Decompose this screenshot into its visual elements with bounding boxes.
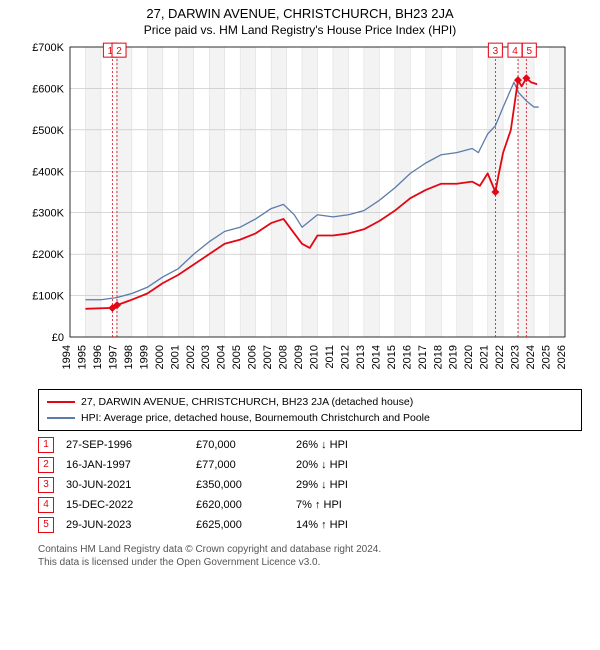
- svg-text:2001: 2001: [169, 345, 181, 369]
- svg-text:2008: 2008: [278, 345, 290, 369]
- svg-text:2015: 2015: [386, 345, 398, 369]
- svg-text:2: 2: [116, 46, 122, 57]
- chart-subtitle: Price paid vs. HM Land Registry's House …: [0, 23, 600, 37]
- legend-swatch-blue: [47, 417, 75, 419]
- svg-text:£500K: £500K: [32, 125, 64, 137]
- legend-item-red: 27, DARWIN AVENUE, CHRISTCHURCH, BH23 2J…: [47, 394, 573, 410]
- svg-text:2012: 2012: [339, 345, 351, 369]
- svg-text:3: 3: [493, 46, 499, 57]
- svg-text:2014: 2014: [370, 345, 382, 369]
- svg-text:£700K: £700K: [32, 42, 64, 54]
- row-marker: 5: [38, 517, 54, 533]
- svg-text:£200K: £200K: [32, 249, 64, 261]
- svg-text:£0: £0: [52, 332, 64, 344]
- legend-item-blue: HPI: Average price, detached house, Bour…: [47, 410, 573, 426]
- price-table: 1 27-SEP-1996£70,00026% ↓ HPI 2 16-JAN-1997…: [38, 435, 582, 535]
- row-marker: 1: [38, 437, 54, 453]
- svg-text:1999: 1999: [138, 345, 150, 369]
- table-row: 5 29-JUN-2023£625,00014% ↑ HPI: [38, 515, 582, 535]
- svg-text:2026: 2026: [556, 345, 568, 369]
- legend-label-blue: HPI: Average price, detached house, Bour…: [81, 410, 430, 426]
- svg-text:2005: 2005: [231, 345, 243, 369]
- svg-text:2003: 2003: [200, 345, 212, 369]
- table-row: 2 16-JAN-1997£77,00020% ↓ HPI: [38, 455, 582, 475]
- legend-label-red: 27, DARWIN AVENUE, CHRISTCHURCH, BH23 2J…: [81, 394, 413, 410]
- svg-text:2017: 2017: [417, 345, 429, 369]
- table-row: 3 30-JUN-2021£350,00029% ↓ HPI: [38, 475, 582, 495]
- row-price: £77,000: [196, 459, 296, 471]
- price-chart: £0 £100K £200K £300K £400K £500K £600K £700K 199…: [20, 37, 580, 385]
- row-price: £620,000: [196, 499, 296, 511]
- svg-text:£400K: £400K: [32, 166, 64, 178]
- footer: Contains HM Land Registry data © Crown c…: [38, 543, 582, 569]
- row-delta: 7% ↑ HPI: [296, 499, 416, 511]
- svg-text:2023: 2023: [510, 345, 522, 369]
- svg-text:2004: 2004: [216, 345, 228, 369]
- legend-swatch-red: [47, 401, 75, 403]
- svg-text:£100K: £100K: [32, 291, 64, 303]
- svg-text:4: 4: [512, 46, 518, 57]
- chart-container: 27, DARWIN AVENUE, CHRISTCHURCH, BH23 2J…: [0, 0, 600, 650]
- svg-text:2022: 2022: [494, 345, 506, 369]
- svg-text:1997: 1997: [107, 345, 119, 369]
- chart-titles: 27, DARWIN AVENUE, CHRISTCHURCH, BH23 2J…: [0, 0, 600, 37]
- svg-text:£600K: £600K: [32, 83, 64, 95]
- svg-text:2000: 2000: [154, 345, 166, 369]
- chart-title: 27, DARWIN AVENUE, CHRISTCHURCH, BH23 2J…: [0, 6, 600, 21]
- row-delta: 26% ↓ HPI: [296, 439, 416, 451]
- row-date: 16-JAN-1997: [66, 459, 196, 471]
- svg-text:1995: 1995: [76, 345, 88, 369]
- svg-text:2010: 2010: [309, 345, 321, 369]
- row-price: £70,000: [196, 439, 296, 451]
- svg-text:£300K: £300K: [32, 208, 64, 220]
- footer-line-2: This data is licensed under the Open Gov…: [38, 556, 582, 569]
- svg-text:2021: 2021: [479, 345, 491, 369]
- svg-text:2002: 2002: [185, 345, 197, 369]
- svg-text:1996: 1996: [92, 345, 104, 369]
- svg-text:2011: 2011: [324, 345, 336, 369]
- row-delta: 14% ↑ HPI: [296, 519, 416, 531]
- svg-text:2013: 2013: [355, 345, 367, 369]
- row-marker: 4: [38, 497, 54, 513]
- row-delta: 29% ↓ HPI: [296, 479, 416, 491]
- row-date: 27-SEP-1996: [66, 439, 196, 451]
- svg-text:2024: 2024: [525, 345, 537, 369]
- table-row: 4 15-DEC-2022£620,0007% ↑ HPI: [38, 495, 582, 515]
- row-date: 29-JUN-2023: [66, 519, 196, 531]
- row-date: 15-DEC-2022: [66, 499, 196, 511]
- svg-text:2006: 2006: [247, 345, 259, 369]
- row-date: 30-JUN-2021: [66, 479, 196, 491]
- svg-text:2025: 2025: [541, 345, 553, 369]
- svg-text:2018: 2018: [432, 345, 444, 369]
- row-marker: 3: [38, 477, 54, 493]
- svg-text:1994: 1994: [61, 345, 73, 369]
- svg-text:2016: 2016: [401, 345, 413, 369]
- table-row: 1 27-SEP-1996£70,00026% ↓ HPI: [38, 435, 582, 455]
- svg-text:2009: 2009: [293, 345, 305, 369]
- svg-text:5: 5: [527, 46, 533, 57]
- row-price: £625,000: [196, 519, 296, 531]
- svg-text:2007: 2007: [262, 345, 274, 369]
- svg-text:2020: 2020: [463, 345, 475, 369]
- row-marker: 2: [38, 457, 54, 473]
- svg-text:2019: 2019: [448, 345, 460, 369]
- legend: 27, DARWIN AVENUE, CHRISTCHURCH, BH23 2J…: [38, 389, 582, 431]
- row-delta: 20% ↓ HPI: [296, 459, 416, 471]
- svg-text:1998: 1998: [123, 345, 135, 369]
- row-price: £350,000: [196, 479, 296, 491]
- footer-line-1: Contains HM Land Registry data © Crown c…: [38, 543, 582, 556]
